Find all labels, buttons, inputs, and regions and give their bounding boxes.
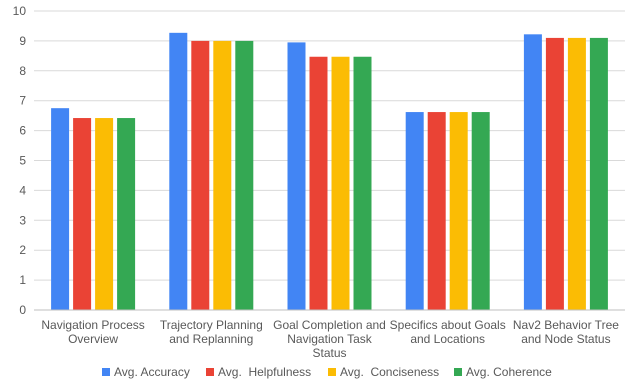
bars bbox=[51, 32, 608, 311]
bar bbox=[331, 56, 350, 310]
y-tick-label: 2 bbox=[19, 243, 26, 257]
y-axis-tick-labels: 0 1 2 3 4 5 6 7 8 9 10 bbox=[13, 4, 27, 317]
legend-label: Avg. Conciseness bbox=[340, 365, 439, 379]
x-category-label-line: and Node Status bbox=[521, 332, 610, 346]
bar bbox=[235, 40, 254, 311]
legend-label: Avg. Coherence bbox=[466, 365, 552, 379]
y-tick-label: 1 bbox=[19, 273, 26, 287]
legend-swatch bbox=[328, 368, 336, 376]
x-category-label: Specifics about Goals and Locations bbox=[390, 318, 506, 346]
bar bbox=[117, 118, 136, 311]
x-category-label-line: Specifics about Goals bbox=[390, 318, 506, 332]
bar bbox=[309, 56, 328, 310]
bar bbox=[523, 34, 542, 311]
legend-label: Avg. Helpfulness bbox=[218, 365, 311, 379]
bar bbox=[169, 32, 188, 311]
bar bbox=[95, 118, 114, 311]
bar bbox=[287, 42, 306, 311]
x-category-label-line: Goal Completion and bbox=[273, 318, 386, 332]
y-tick-label: 6 bbox=[19, 124, 26, 138]
bar bbox=[191, 40, 210, 311]
y-tick-label: 0 bbox=[19, 303, 26, 317]
bar bbox=[449, 112, 468, 310]
bar bbox=[589, 37, 608, 310]
legend-label: Avg. Accuracy bbox=[114, 365, 190, 379]
y-tick-label: 7 bbox=[19, 94, 26, 108]
bar bbox=[405, 112, 424, 310]
x-category-label-line: Status bbox=[312, 346, 346, 360]
bar bbox=[353, 56, 372, 310]
legend-swatch bbox=[454, 368, 462, 376]
bar bbox=[567, 37, 586, 310]
x-category-label-line: and Locations bbox=[410, 332, 485, 346]
x-category-label-line: Navigation Process bbox=[41, 318, 144, 332]
x-axis-category-labels: Navigation Process Overview Trajectory Pla… bbox=[41, 318, 619, 360]
bar bbox=[51, 108, 70, 310]
y-tick-label: 3 bbox=[19, 213, 26, 227]
y-tick-label: 8 bbox=[19, 64, 26, 78]
x-category-label-line: Trajectory Planning bbox=[160, 318, 263, 332]
x-category-label: Goal Completion and Navigation Task Status bbox=[273, 318, 386, 360]
legend-swatch bbox=[206, 368, 214, 376]
bar bbox=[427, 112, 446, 310]
x-category-label-line: Overview bbox=[68, 332, 118, 346]
x-category-label: Navigation Process Overview bbox=[41, 318, 144, 346]
x-category-label-line: Nav2 Behavior Tree bbox=[513, 318, 619, 332]
bar bbox=[73, 118, 92, 311]
y-tick-label: 5 bbox=[19, 154, 26, 168]
legend-swatch bbox=[102, 368, 110, 376]
bar bbox=[213, 40, 232, 311]
y-tick-label: 10 bbox=[13, 4, 27, 18]
y-tick-label: 4 bbox=[19, 183, 26, 197]
x-category-label-line: Navigation Task bbox=[287, 332, 372, 346]
x-category-label-line: and Replanning bbox=[169, 332, 253, 346]
legend: Avg. Accuracy Avg. Helpfulness Avg. Concis… bbox=[102, 365, 552, 379]
y-tick-label: 9 bbox=[19, 34, 26, 48]
x-category-label: Trajectory Planning and Replanning bbox=[160, 318, 263, 346]
bar bbox=[545, 37, 564, 310]
bar bbox=[471, 112, 490, 310]
x-category-label: Nav2 Behavior Tree and Node Status bbox=[513, 318, 619, 346]
